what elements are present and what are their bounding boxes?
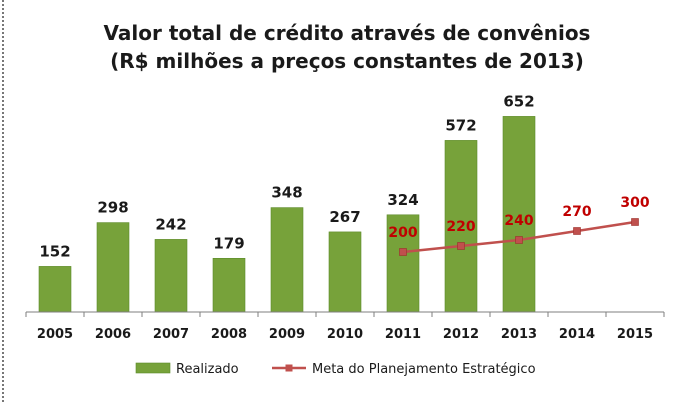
meta-point-2012 xyxy=(457,242,465,250)
bar-2011 xyxy=(386,214,420,313)
chart-subtitle: (R$ milhões a preços constantes de 2013) xyxy=(110,49,584,73)
x-tick-label-2011: 2011 xyxy=(385,327,421,342)
bar-label-2012: 572 xyxy=(445,116,476,134)
x-tick-label-2008: 2008 xyxy=(211,327,247,342)
bar-2010 xyxy=(328,231,362,313)
bar-label-2005: 152 xyxy=(39,242,70,260)
bar-label-2009: 348 xyxy=(271,184,302,202)
legend-label-meta: Meta do Planejamento Estratégico xyxy=(312,362,536,377)
meta-label-2011: 200 xyxy=(388,225,417,241)
bar-label-2008: 179 xyxy=(213,234,244,252)
meta-label-2013: 240 xyxy=(504,213,533,229)
x-tick-label-2013: 2013 xyxy=(501,327,537,342)
legend-label-realizado: Realizado xyxy=(176,362,239,377)
bar-label-2006: 298 xyxy=(97,199,128,217)
x-tick-label-2014: 2014 xyxy=(559,327,595,342)
meta-point-2013 xyxy=(515,236,523,244)
bar-2009 xyxy=(270,207,304,313)
bar-label-2010: 267 xyxy=(329,208,360,226)
x-tick-label-2015: 2015 xyxy=(617,327,653,342)
bar-2013 xyxy=(502,116,536,313)
chart-title: Valor total de crédito através de convên… xyxy=(103,21,591,45)
meta-label-2012: 220 xyxy=(446,219,475,235)
page-left-dotted-border xyxy=(2,0,4,402)
meta-point-2014 xyxy=(573,227,581,235)
bar-2008 xyxy=(212,257,246,313)
x-tick-label-2010: 2010 xyxy=(327,327,363,342)
x-tick-label-2009: 2009 xyxy=(269,327,305,342)
bar-label-2007: 242 xyxy=(155,215,186,233)
meta-label-2015: 300 xyxy=(620,195,649,211)
x-tick-label-2007: 2007 xyxy=(153,327,189,342)
meta-label-2014: 270 xyxy=(562,204,591,220)
x-tick-label-2006: 2006 xyxy=(95,327,131,342)
meta-point-2015 xyxy=(631,218,639,226)
bar-label-2011: 324 xyxy=(387,191,418,209)
meta-point-2011 xyxy=(399,248,407,256)
x-tick-label-2005: 2005 xyxy=(37,327,73,342)
bar-2007 xyxy=(154,239,188,313)
bar-2012 xyxy=(444,140,478,313)
legend-swatch-meta-marker xyxy=(285,364,293,372)
bar-label-2013: 652 xyxy=(503,92,534,110)
bar-2005 xyxy=(38,266,72,313)
x-tick-label-2012: 2012 xyxy=(443,327,479,342)
bar-2006 xyxy=(96,222,130,313)
legend-swatch-realizado xyxy=(135,362,171,374)
